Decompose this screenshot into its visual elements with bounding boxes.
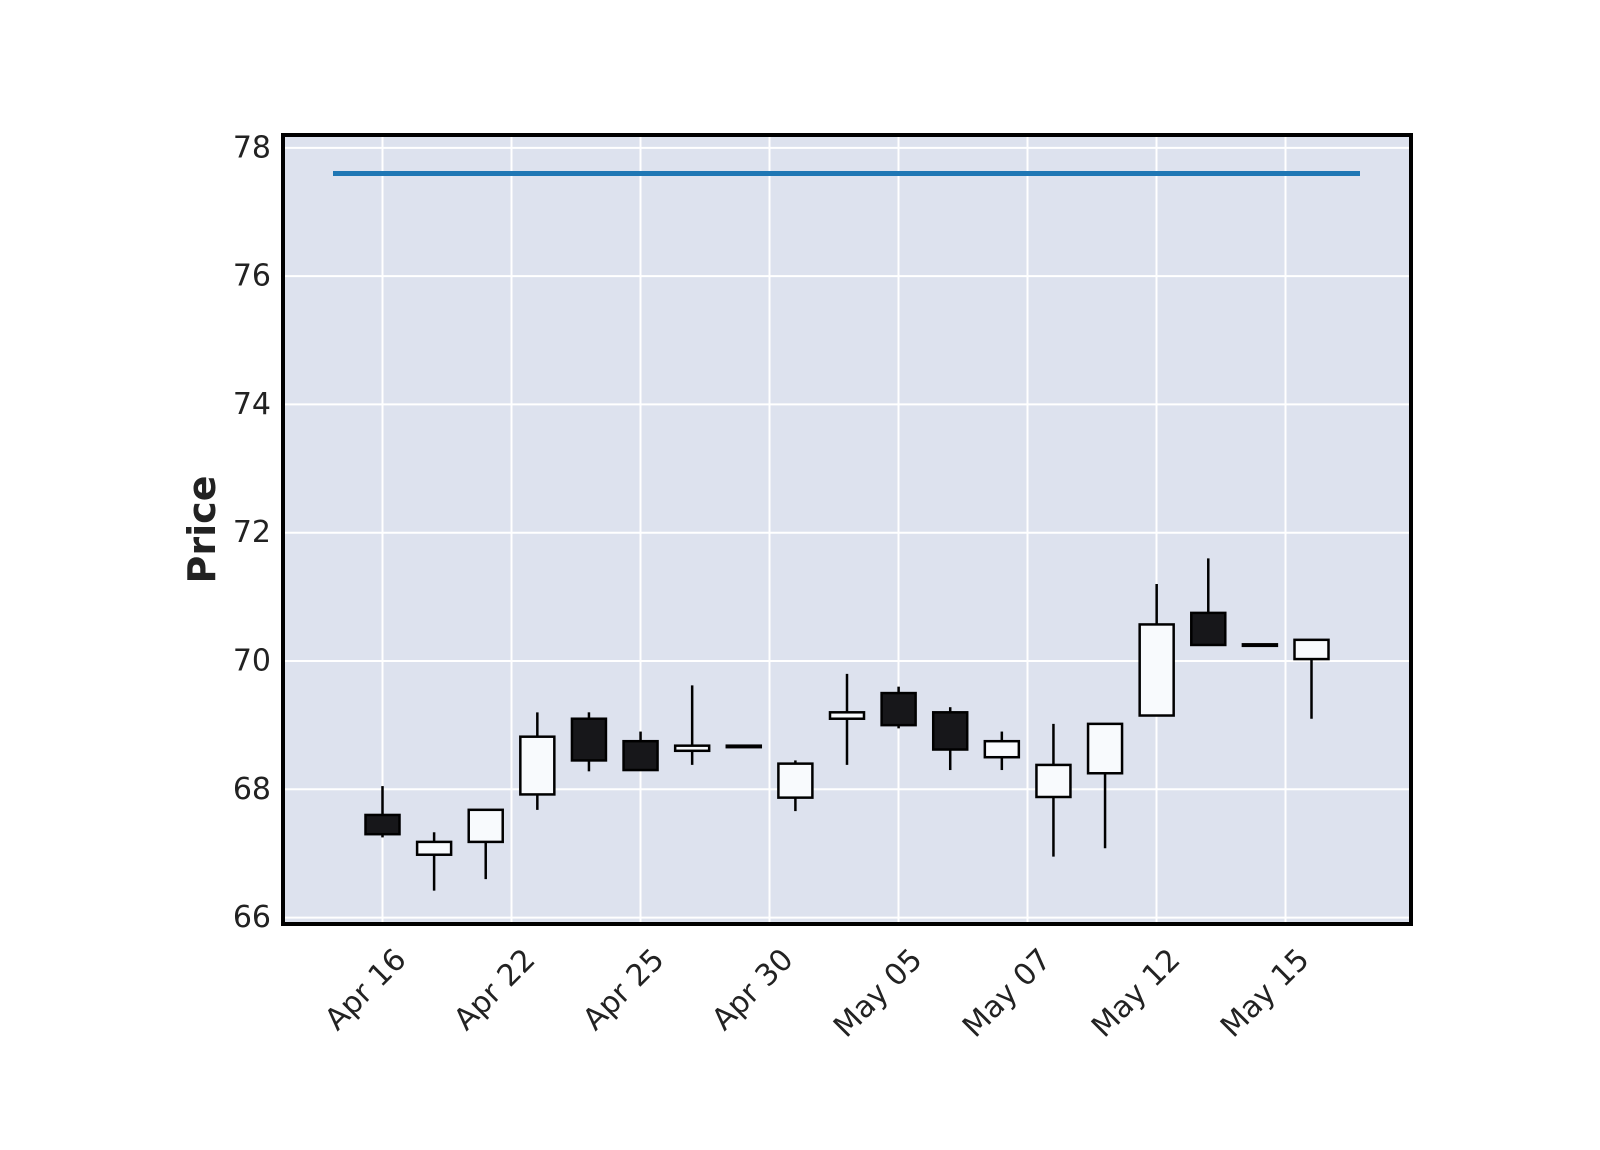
candle-body-down (622, 739, 659, 772)
plot-frame (281, 133, 1413, 926)
candle-body-up (1241, 643, 1279, 648)
candle-body-up (828, 711, 866, 720)
candle-body-up (983, 739, 1021, 759)
candle-body-down (931, 711, 969, 751)
candle-body-down (1190, 611, 1227, 647)
y-axis-title: Price (180, 476, 224, 584)
x-tick-label: Apr 25 (576, 942, 671, 1037)
candle-body-up (467, 808, 504, 844)
x-tick-label: Apr 30 (705, 942, 800, 1037)
x-tick-label: May 05 (827, 942, 929, 1044)
y-tick-label: 76 (233, 259, 271, 294)
candle-body-down (880, 691, 917, 727)
y-tick-label: 68 (233, 772, 271, 807)
candle-body-up (673, 744, 711, 753)
x-tick-label: May 15 (1214, 942, 1316, 1044)
candle-body-up (1035, 763, 1072, 799)
candle-body-down (364, 813, 401, 836)
candle-body-up (777, 762, 814, 799)
y-tick-label: 72 (233, 515, 271, 550)
y-tick-label: 78 (233, 130, 271, 165)
x-tick-label: May 07 (956, 942, 1058, 1044)
y-tick-label: 74 (233, 387, 271, 422)
x-tick-label: Apr 22 (447, 942, 542, 1037)
x-tick-label: May 12 (1085, 942, 1187, 1044)
candle-body-up (725, 744, 763, 749)
candle-body-up (1138, 623, 1175, 717)
candle-body-up (519, 735, 556, 796)
y-tick-label: 70 (233, 644, 271, 679)
plot-area (283, 135, 1411, 924)
candle-body-up (1293, 638, 1330, 661)
candle-body-up (415, 840, 453, 856)
y-tick-label: 66 (233, 900, 271, 935)
candle-body-down (570, 717, 608, 762)
x-tick-label: Apr 16 (318, 942, 413, 1037)
candle-body-up (1086, 722, 1124, 775)
